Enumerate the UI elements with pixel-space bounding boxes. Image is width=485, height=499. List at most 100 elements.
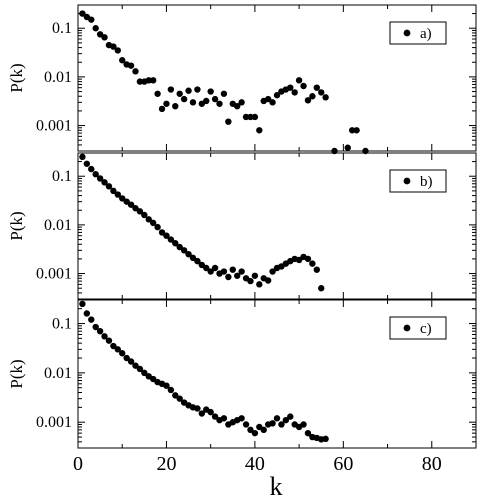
data-point bbox=[149, 77, 157, 84]
data-point bbox=[158, 105, 166, 113]
data-point bbox=[92, 25, 99, 32]
data-point bbox=[318, 89, 325, 96]
data-point bbox=[141, 369, 148, 377]
data-point bbox=[304, 429, 312, 437]
x-tick-label: 20 bbox=[156, 453, 176, 475]
data-point bbox=[264, 277, 272, 284]
data-point bbox=[83, 160, 91, 167]
data-point bbox=[273, 92, 281, 99]
data-point bbox=[264, 95, 272, 103]
data-point bbox=[110, 342, 117, 350]
data-point bbox=[269, 99, 276, 106]
data-point bbox=[127, 62, 135, 69]
legend-box bbox=[389, 316, 447, 340]
data-point bbox=[96, 175, 104, 182]
data-point bbox=[176, 90, 183, 97]
data-point bbox=[207, 408, 214, 416]
data-point bbox=[79, 300, 86, 308]
y-tick-label: 0.1 bbox=[52, 168, 72, 185]
y-tick-label: 0.1 bbox=[52, 20, 72, 37]
data-point bbox=[185, 250, 192, 258]
data-point bbox=[203, 264, 210, 272]
data-point bbox=[203, 97, 210, 105]
x-tick-label: 80 bbox=[422, 453, 442, 475]
data-point bbox=[348, 127, 356, 134]
data-point bbox=[322, 94, 329, 101]
data-point bbox=[123, 354, 130, 362]
data-point bbox=[247, 113, 254, 121]
data-point bbox=[180, 247, 188, 254]
data-point bbox=[278, 421, 285, 428]
data-point bbox=[304, 97, 312, 104]
legend-marker bbox=[403, 324, 411, 332]
data-point bbox=[353, 127, 360, 134]
data-point bbox=[211, 413, 219, 420]
data-point bbox=[176, 243, 183, 251]
data-point bbox=[229, 266, 236, 273]
data-point bbox=[167, 386, 175, 394]
data-point bbox=[92, 323, 99, 331]
x-tick-label: 0 bbox=[73, 453, 83, 475]
chart-panel-3: 0.001 0.01 0.1 0 20 40 60 80 k P(k) c) bbox=[7, 299, 477, 499]
data-point bbox=[256, 127, 263, 134]
data-point bbox=[242, 421, 250, 428]
data-point bbox=[119, 195, 126, 202]
data-point bbox=[92, 171, 99, 178]
data-point bbox=[185, 87, 192, 94]
data-point bbox=[194, 405, 201, 412]
data-point bbox=[198, 410, 206, 417]
data-point bbox=[313, 84, 320, 91]
data-point bbox=[300, 421, 307, 428]
data-point bbox=[269, 268, 276, 275]
data-point bbox=[176, 395, 183, 402]
data-point bbox=[251, 272, 259, 279]
data-point bbox=[110, 187, 117, 195]
data-point bbox=[211, 95, 219, 103]
data-point bbox=[158, 229, 166, 236]
data-point bbox=[136, 365, 144, 373]
y-tick-label: 0.1 bbox=[52, 316, 72, 333]
plot-frame bbox=[77, 4, 477, 152]
x-tick-label: 40 bbox=[245, 453, 265, 475]
data-point bbox=[163, 232, 170, 239]
chart-panel-1: 0.001 0.01 0.1 P(k) a) bbox=[7, 4, 477, 155]
x-tick-label: 60 bbox=[333, 453, 353, 475]
data-point bbox=[119, 57, 126, 64]
data-point bbox=[194, 86, 201, 93]
data-point bbox=[172, 240, 179, 247]
data-point bbox=[309, 260, 316, 267]
y-tick-label: 0.001 bbox=[36, 414, 72, 431]
legend-marker bbox=[403, 177, 411, 185]
data-point bbox=[260, 426, 267, 434]
y-tick-label: 0.01 bbox=[44, 217, 72, 234]
data-point bbox=[309, 93, 316, 100]
plot-frame bbox=[77, 152, 477, 300]
data-point bbox=[141, 211, 148, 219]
y-tick-label: 0.001 bbox=[36, 118, 72, 135]
data-point bbox=[344, 144, 351, 151]
data-point bbox=[114, 346, 122, 353]
data-point bbox=[83, 310, 91, 317]
data-point bbox=[207, 268, 214, 275]
chart-panel-2: 0.001 0.01 0.1 P(k) b) bbox=[7, 152, 477, 300]
data-point bbox=[220, 415, 228, 422]
data-point bbox=[149, 219, 157, 227]
data-point bbox=[154, 90, 161, 97]
data-point bbox=[119, 350, 126, 357]
data-point bbox=[163, 100, 170, 107]
y-tick-label: 0.001 bbox=[36, 266, 72, 283]
data-point bbox=[300, 82, 307, 90]
data-point bbox=[114, 191, 122, 198]
data-point bbox=[225, 273, 232, 281]
data-point bbox=[167, 86, 175, 93]
data-point bbox=[225, 118, 232, 125]
data-point bbox=[132, 362, 139, 369]
data-point bbox=[105, 337, 113, 344]
data-point bbox=[101, 34, 108, 41]
data-point bbox=[167, 236, 175, 243]
y-tick-label: 0.01 bbox=[44, 365, 72, 382]
data-point bbox=[247, 277, 254, 285]
data-point bbox=[251, 429, 259, 437]
data-point bbox=[291, 89, 298, 96]
